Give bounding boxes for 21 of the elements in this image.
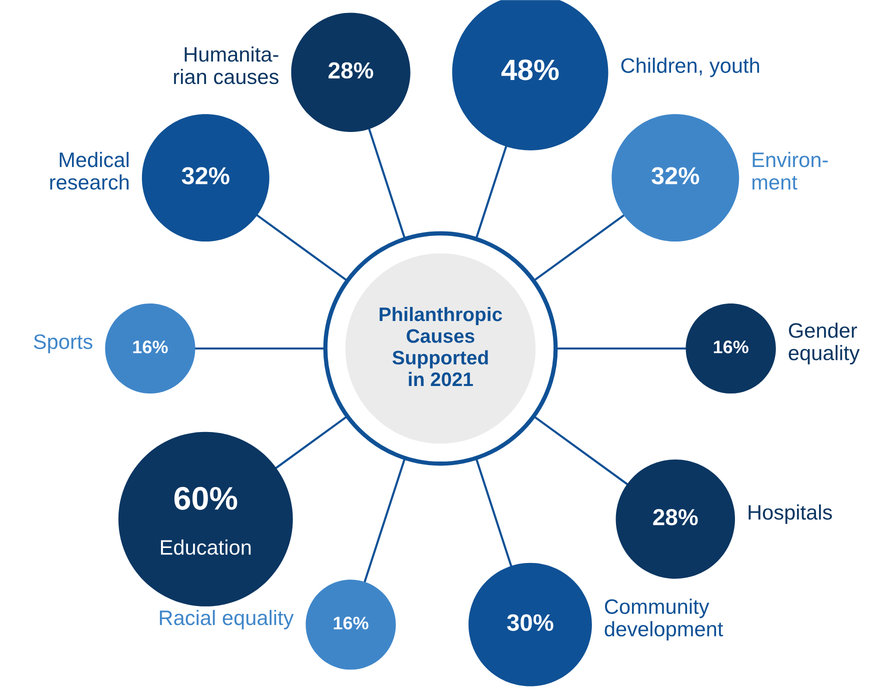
data-label: 32% bbox=[182, 167, 230, 184]
category-label: Medical research bbox=[50, 152, 129, 190]
data-label: 60% bbox=[174, 486, 238, 510]
data-label: 16% bbox=[714, 340, 748, 354]
category-label: Education bbox=[161, 539, 251, 555]
data-label: 48% bbox=[501, 60, 559, 80]
category-label: Community development bbox=[604, 598, 724, 641]
category-label: Sports bbox=[34, 334, 92, 354]
category-label: Children, youth bbox=[621, 58, 760, 78]
data-label: 32% bbox=[652, 167, 700, 184]
category-label: Racial equality bbox=[160, 610, 294, 630]
category-label: Hospitals bbox=[748, 504, 832, 524]
data-label: 28% bbox=[328, 62, 374, 79]
category-label: Humanita- rian causes bbox=[174, 46, 278, 84]
data-label: 28% bbox=[653, 509, 698, 526]
data-label: 30% bbox=[507, 614, 554, 632]
data-label: 16% bbox=[334, 616, 368, 630]
category-label: Gender equality bbox=[788, 322, 860, 364]
data-label: 16% bbox=[133, 340, 168, 354]
category-label: Environ- ment bbox=[752, 152, 828, 190]
text: Philanthropic Causes Supported in 2021 bbox=[380, 306, 502, 386]
